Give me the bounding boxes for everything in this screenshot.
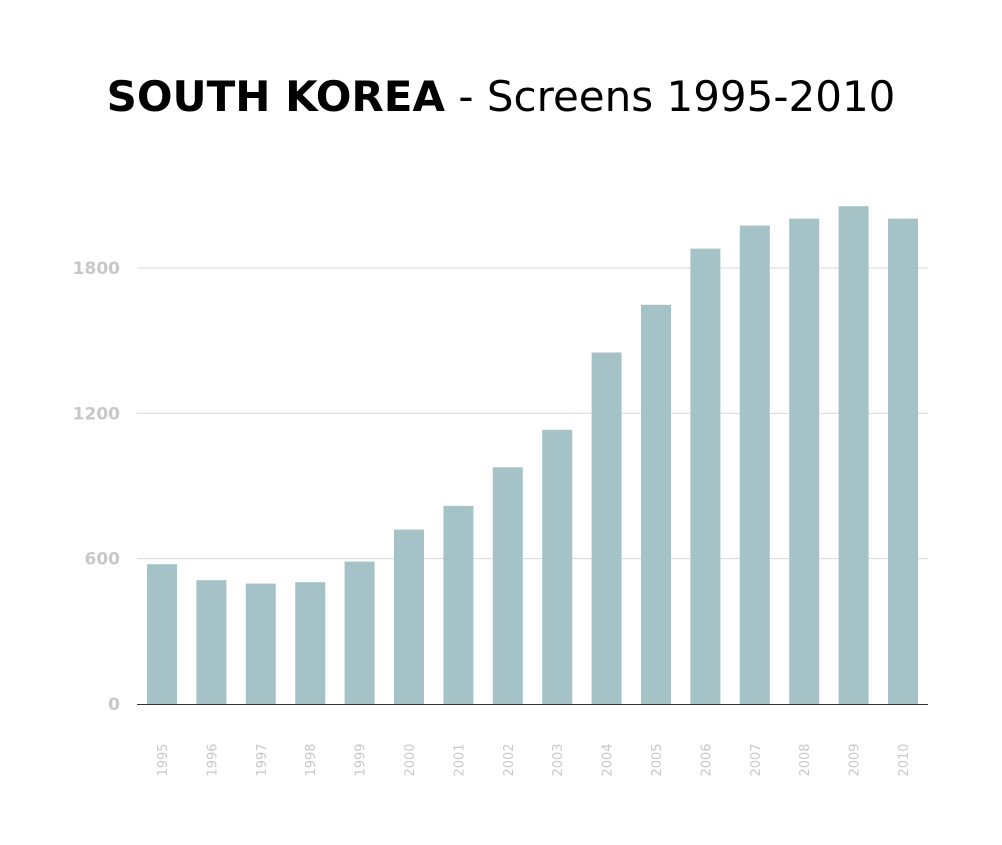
bar-1999 (344, 561, 375, 704)
y-tick-label: 600 (85, 550, 121, 570)
bar-2001 (443, 505, 474, 704)
bar-1996 (196, 580, 227, 704)
x-tick-label: 1997 (255, 743, 270, 776)
bar-2010 (888, 218, 918, 704)
bar-2005 (641, 304, 671, 704)
bar-2007 (739, 225, 770, 704)
bar-2000 (394, 529, 424, 704)
chart-title-rest: - Screens 1995-2010 (444, 72, 896, 121)
x-tick-label: 1999 (354, 743, 369, 776)
chart-title-bold: SOUTH KOREA (106, 72, 445, 121)
x-tick-label: 2003 (551, 743, 566, 776)
x-tick-label: 1998 (304, 743, 319, 776)
bar-2003 (542, 429, 573, 704)
x-tick-label: 2010 (897, 743, 912, 776)
x-tick-label: 1995 (156, 743, 171, 776)
x-tick-label: 2009 (848, 743, 863, 776)
bars (147, 206, 918, 704)
bar-1998 (295, 582, 326, 704)
bar-2002 (492, 467, 523, 704)
bar-2009 (838, 206, 869, 704)
x-tick-label: 2007 (749, 743, 764, 776)
y-tick-label: 1200 (73, 404, 120, 424)
chart-title: SOUTH KOREA - Screens 1995-2010 (0, 72, 1002, 121)
x-tick-label: 2000 (403, 743, 418, 776)
x-tick-label: 1996 (205, 743, 220, 776)
x-tick-label: 2004 (601, 743, 616, 776)
x-tick-label: 2006 (699, 743, 714, 776)
bar-2006 (690, 248, 721, 704)
bar-2004 (591, 352, 622, 704)
x-tick-label: 2005 (650, 743, 665, 776)
y-tick-label: 1800 (73, 259, 120, 279)
x-tick-label: 2001 (452, 743, 467, 776)
x-tick-labels: 1995 1996 1997 1998 1999 2000 2001 2002 2003 2004… (156, 743, 912, 776)
bar-1995 (147, 564, 177, 704)
x-tick-label: 2002 (502, 743, 517, 776)
bar-2008 (789, 218, 820, 704)
x-tick-label: 2008 (798, 743, 813, 776)
y-tick-labels: 0 600 1200 1800 (73, 259, 120, 715)
bar-1997 (245, 583, 276, 704)
y-tick-label: 0 (108, 695, 120, 715)
